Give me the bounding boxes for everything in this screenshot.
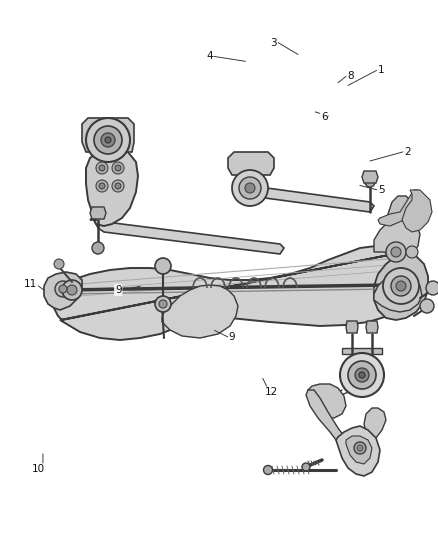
Circle shape (62, 280, 82, 300)
Polygon shape (374, 274, 422, 312)
Text: 4: 4 (206, 52, 213, 61)
Text: 6: 6 (321, 112, 328, 122)
Polygon shape (374, 218, 420, 256)
Circle shape (359, 372, 365, 378)
Polygon shape (308, 384, 346, 418)
Circle shape (112, 162, 124, 174)
Polygon shape (378, 190, 420, 226)
Text: 12: 12 (265, 387, 278, 397)
Circle shape (115, 165, 121, 171)
Polygon shape (86, 148, 138, 226)
Circle shape (112, 180, 124, 192)
Polygon shape (90, 218, 284, 254)
Circle shape (264, 465, 272, 474)
Circle shape (155, 296, 171, 312)
Circle shape (420, 299, 434, 313)
Text: 9: 9 (229, 332, 236, 342)
Circle shape (354, 442, 366, 454)
Polygon shape (82, 118, 134, 152)
Circle shape (59, 285, 67, 293)
Polygon shape (44, 272, 82, 310)
Polygon shape (350, 360, 374, 390)
Text: 1: 1 (378, 66, 385, 75)
Circle shape (105, 137, 111, 143)
Polygon shape (336, 426, 380, 476)
Circle shape (67, 285, 77, 295)
Circle shape (239, 177, 261, 199)
Circle shape (86, 118, 130, 162)
Polygon shape (374, 252, 428, 320)
Circle shape (406, 246, 418, 258)
Circle shape (357, 445, 363, 451)
Circle shape (99, 165, 105, 171)
Polygon shape (162, 285, 238, 338)
Text: 5: 5 (378, 185, 385, 195)
Circle shape (99, 183, 105, 189)
Circle shape (348, 361, 376, 389)
Polygon shape (90, 207, 106, 219)
Circle shape (245, 183, 255, 193)
Circle shape (365, 177, 375, 187)
Polygon shape (366, 321, 378, 333)
Polygon shape (306, 390, 344, 440)
Circle shape (96, 162, 108, 174)
Circle shape (159, 300, 167, 308)
Polygon shape (364, 408, 386, 438)
Polygon shape (342, 348, 382, 354)
Text: 9: 9 (115, 285, 122, 295)
Text: 2: 2 (404, 147, 411, 157)
Circle shape (396, 281, 406, 291)
Circle shape (155, 258, 171, 274)
Circle shape (386, 242, 406, 262)
Circle shape (391, 247, 401, 257)
Circle shape (340, 353, 384, 397)
Circle shape (426, 281, 438, 295)
Polygon shape (362, 171, 378, 183)
Polygon shape (54, 246, 428, 340)
Circle shape (94, 126, 122, 154)
Circle shape (55, 281, 71, 297)
Polygon shape (346, 436, 372, 464)
Circle shape (101, 133, 115, 147)
Circle shape (96, 180, 108, 192)
Polygon shape (402, 190, 432, 232)
Polygon shape (388, 196, 414, 252)
Circle shape (355, 368, 369, 382)
Circle shape (391, 276, 411, 296)
Circle shape (232, 170, 268, 206)
Polygon shape (346, 321, 358, 333)
Text: 10: 10 (32, 464, 45, 474)
Circle shape (54, 259, 64, 269)
Polygon shape (236, 182, 374, 212)
Text: 8: 8 (347, 71, 354, 80)
Circle shape (302, 463, 310, 471)
Polygon shape (228, 152, 274, 175)
Text: 11: 11 (24, 279, 37, 288)
Circle shape (383, 268, 419, 304)
Circle shape (92, 242, 104, 254)
Circle shape (115, 183, 121, 189)
Text: 3: 3 (270, 38, 277, 47)
